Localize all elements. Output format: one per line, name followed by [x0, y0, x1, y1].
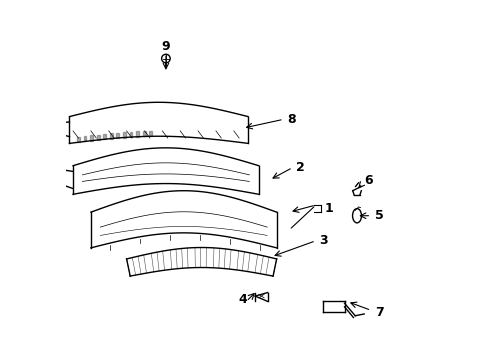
Text: 3: 3 — [319, 234, 327, 247]
Text: 6: 6 — [364, 174, 372, 186]
Text: 7: 7 — [374, 306, 383, 319]
Text: 1: 1 — [324, 202, 333, 215]
Text: 4: 4 — [238, 293, 246, 306]
Text: 5: 5 — [374, 209, 383, 222]
Text: 2: 2 — [296, 161, 305, 174]
Text: 9: 9 — [161, 40, 170, 53]
Text: 8: 8 — [287, 113, 295, 126]
